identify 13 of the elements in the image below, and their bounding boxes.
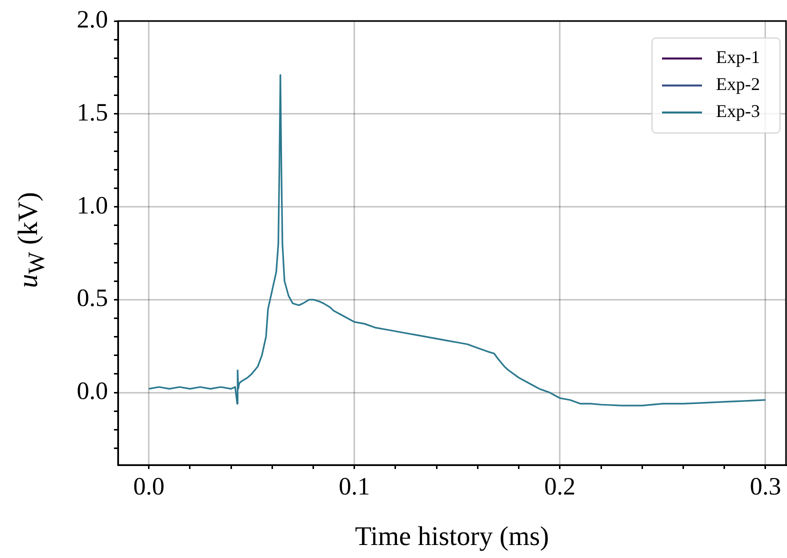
x-tick-label: 0.2 [544, 474, 576, 501]
legend-label: Exp-1 [716, 47, 760, 68]
x-tick-label: 0.1 [338, 474, 370, 501]
y-tick-label: 1.5 [76, 99, 108, 126]
x-axis-title: Time history (ms) [354, 520, 550, 551]
legend-label: Exp-2 [716, 74, 760, 94]
x-tick-label: 0.3 [750, 474, 782, 501]
y-tick-label: 1.0 [76, 192, 108, 220]
x-tick-label: 0.0 [133, 474, 164, 501]
y-tick-label: 0.5 [76, 285, 108, 312]
y-tick-label: 0.0 [76, 378, 108, 406]
legend-label: Exp-3 [716, 101, 760, 122]
y-tick-label: 2.0 [76, 6, 108, 34]
